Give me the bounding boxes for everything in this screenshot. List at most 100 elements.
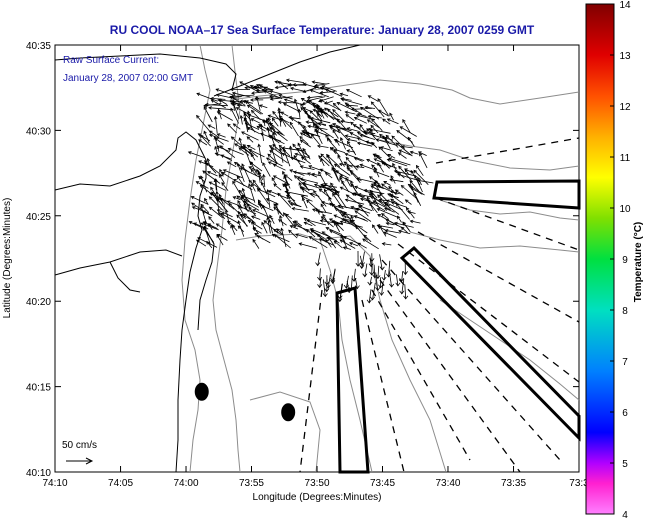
- current-vector-head: [257, 143, 261, 148]
- current-vector: [266, 118, 277, 136]
- current-vector: [359, 164, 375, 171]
- current-vector-head: [249, 161, 253, 165]
- current-vector-head: [314, 128, 318, 133]
- current-vector: [326, 138, 338, 150]
- current-vector-head: [236, 214, 240, 219]
- current-vector-head: [268, 145, 273, 149]
- current-vector-head: [270, 147, 275, 151]
- current-vector: [240, 167, 260, 178]
- current-vector-head: [195, 181, 200, 185]
- current-vector-head: [214, 145, 218, 150]
- current-vector-head: [208, 216, 212, 220]
- current-vector: [340, 239, 356, 249]
- current-vector: [300, 178, 319, 184]
- current-vector: [307, 95, 323, 99]
- current-vector-head: [282, 170, 286, 175]
- current-vector-head: [234, 143, 238, 147]
- current-vector: [233, 102, 240, 119]
- current-vector-head: [229, 87, 234, 92]
- current-vector: [251, 118, 261, 124]
- bathymetry-contour: [181, 44, 211, 473]
- current-vector-head: [203, 106, 207, 110]
- current-vector: [353, 124, 361, 129]
- current-vector-head: [370, 183, 375, 187]
- current-vector-head: [332, 102, 337, 107]
- current-vector: [384, 231, 397, 238]
- current-vector-head: [213, 115, 218, 120]
- current-vector-head: [226, 220, 231, 225]
- current-vector: [232, 181, 243, 198]
- current-vector: [221, 182, 229, 191]
- current-vector-head: [325, 134, 329, 138]
- current-vector-head: [244, 85, 248, 90]
- current-vector-head: [324, 172, 329, 176]
- current-vector-head: [346, 149, 351, 153]
- current-vector: [283, 103, 299, 112]
- current-vector-head: [344, 110, 349, 115]
- current-vector-head: [283, 175, 287, 180]
- current-vector-head: [276, 228, 280, 232]
- current-vector-head: [208, 106, 212, 110]
- current-vector-head: [289, 224, 294, 229]
- current-vector: [319, 268, 321, 281]
- current-vector: [290, 225, 299, 230]
- current-vector: [369, 257, 372, 267]
- current-vector-head: [319, 168, 324, 172]
- site-marker: [281, 403, 296, 422]
- current-vector-head: [324, 288, 330, 293]
- current-vector-head: [218, 174, 223, 178]
- current-vector: [302, 101, 311, 105]
- coastline: [54, 53, 237, 91]
- current-vector-head: [345, 89, 350, 93]
- current-vector-head: [369, 128, 374, 133]
- current-vector-head: [294, 152, 299, 157]
- current-vector: [249, 161, 263, 172]
- current-vector-head: [309, 110, 314, 114]
- current-vector-head: [208, 130, 213, 134]
- current-vector-head: [252, 227, 257, 232]
- scale-label: 50 cm/s: [62, 440, 97, 451]
- current-vector: [354, 215, 368, 222]
- current-vector-head: [395, 142, 400, 146]
- current-vector-head: [246, 144, 251, 149]
- current-vector-head: [271, 117, 276, 122]
- current-vector: [219, 145, 236, 159]
- current-vector-head: [322, 213, 326, 218]
- current-vector-head: [290, 156, 295, 161]
- current-vector: [360, 198, 378, 205]
- current-vector: [370, 192, 380, 209]
- current-vector-head: [397, 215, 401, 220]
- current-vectors: [187, 78, 434, 304]
- current-vector-head: [305, 131, 309, 136]
- current-vector: [390, 190, 400, 195]
- current-vector: [365, 106, 376, 109]
- current-vector: [288, 200, 301, 208]
- current-vector: [311, 173, 321, 177]
- current-vector: [216, 94, 239, 100]
- current-vector: [325, 88, 343, 97]
- current-vector: [254, 97, 274, 99]
- current-vector-head: [359, 197, 364, 202]
- current-vector-head: [295, 233, 299, 237]
- current-vector-head: [282, 103, 287, 107]
- current-vector-head: [232, 123, 237, 127]
- current-vector: [329, 126, 341, 134]
- current-vector-head: [413, 191, 417, 196]
- current-vector: [320, 220, 342, 225]
- current-vector: [251, 221, 255, 230]
- current-vector: [279, 215, 284, 227]
- current-vector-head: [399, 277, 405, 282]
- current-vector: [191, 202, 210, 215]
- current-vector: [405, 199, 412, 205]
- current-vector: [417, 177, 422, 186]
- current-vector: [347, 167, 361, 184]
- current-vector: [244, 113, 249, 130]
- current-vector-head: [287, 83, 292, 87]
- current-vector: [357, 178, 377, 184]
- current-vector-head: [251, 91, 255, 95]
- current-vector: [343, 161, 353, 168]
- current-vector-head: [197, 133, 202, 137]
- current-vector: [350, 275, 353, 291]
- current-vector-head: [257, 201, 262, 205]
- current-vector-head: [316, 144, 321, 149]
